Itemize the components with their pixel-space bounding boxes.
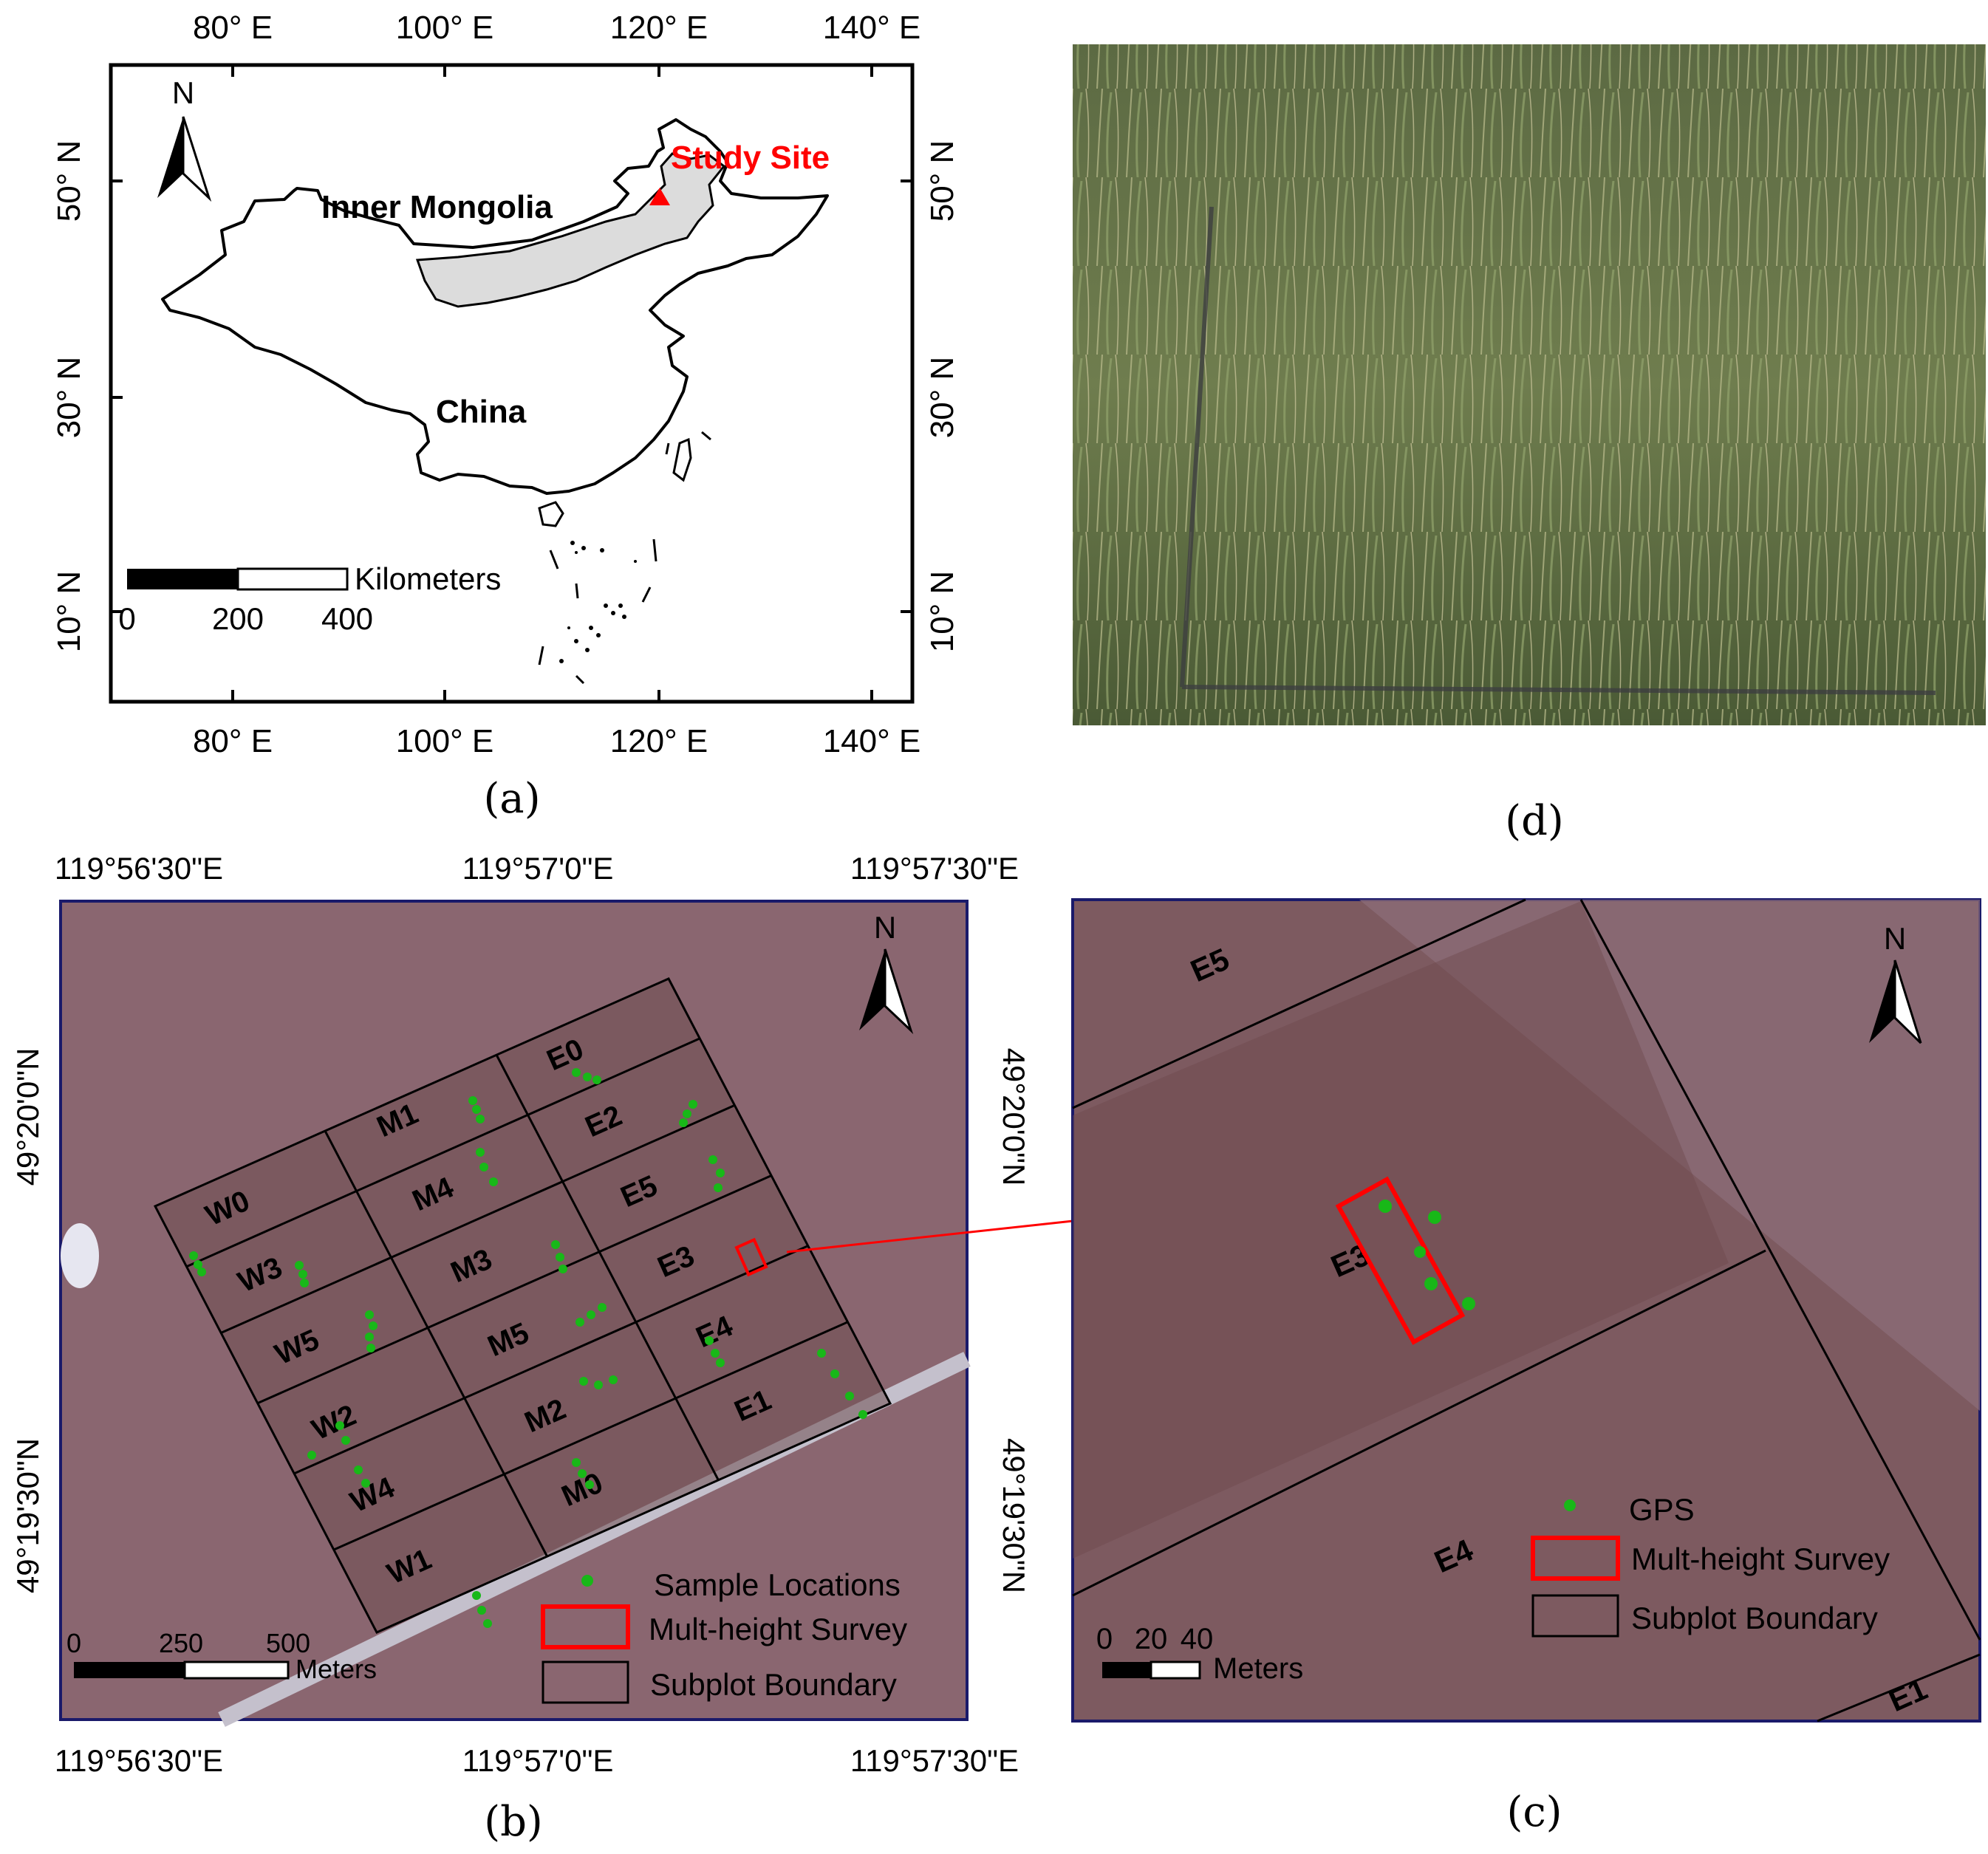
b-lon-top-1: 119°56'30"E (55, 851, 223, 886)
scale-tick-400: 400 (321, 601, 373, 636)
hainan-island (538, 501, 564, 527)
b-lon-top-2: 119°57'0"E (462, 851, 614, 886)
bright-feature (61, 1223, 99, 1288)
b-lat-left-2: 49°19'30"N (10, 1438, 45, 1593)
panel-b-caption: (b) (484, 1798, 543, 1846)
north-arrow-icon (859, 948, 914, 1035)
b-lon-bottom-1: 119°56'30"E (55, 1743, 223, 1778)
nine-dash-line (538, 431, 711, 685)
gps-points (1379, 1200, 1475, 1310)
scale-bar (127, 567, 349, 591)
north-label: N (172, 75, 194, 110)
subplot-boundaries (1072, 898, 1981, 1723)
b-lon-bottom-2: 119°57'0"E (462, 1743, 614, 1778)
lat-label-left-10: 10° N (51, 571, 87, 653)
c-legend-boundary: Subplot Boundary (1631, 1601, 1878, 1635)
sample-points (189, 1068, 867, 1628)
panel-c-caption: (c) (1506, 1788, 1562, 1836)
lon-label-top-140: 140° E (823, 10, 921, 46)
c-legend-gps: GPS (1629, 1492, 1695, 1527)
panel-c-map: E5 E3 E4 E1 N GPS Mult-height Survey Sub… (1071, 898, 1981, 1836)
south-sea-islands (559, 541, 637, 663)
lon-label-top-100: 100° E (396, 10, 494, 46)
lon-label-bottom-140: 140° E (823, 723, 921, 759)
inner-mongolia-region (415, 152, 726, 308)
taiwan-island (672, 437, 692, 482)
b-lat-left-1: 49°20'0"N (10, 1048, 45, 1186)
c-legend-gps-symbol (1564, 1499, 1576, 1511)
china-label: China (436, 394, 527, 430)
b-scale-tick-250: 250 (159, 1628, 203, 1658)
b-legend-samples: Sample Locations (654, 1567, 901, 1602)
north-arrow-icon (157, 116, 212, 202)
c-scale-unit: Meters (1213, 1652, 1303, 1685)
b-legend-boundary: Subplot Boundary (650, 1667, 897, 1702)
lat-label-right-30: 30° N (924, 357, 960, 439)
c-scale-bar (1102, 1660, 1201, 1680)
lat-label-right-50: 50° N (924, 140, 960, 222)
legend-survey-symbol (541, 1604, 630, 1649)
study-site-marker (649, 188, 670, 205)
b-legend-survey: Mult-height Survey (649, 1612, 907, 1646)
c-scale-tick-0: 0 (1096, 1623, 1113, 1655)
lon-label-bottom-80: 80° E (193, 723, 273, 759)
north-arrow-icon (1869, 960, 1922, 1044)
study-site-label: Study Site (671, 140, 830, 176)
survey-box-c (1335, 1176, 1466, 1345)
panel-b-map: 119°56'30"E 119°57'0"E 119°57'30"E W0 W3… (10, 851, 1031, 1846)
b-scale-tick-500: 500 (266, 1628, 310, 1658)
scale-unit: Kilometers (355, 561, 501, 596)
c-north-label: N (1884, 921, 1906, 956)
lat-label-right-10: 10° N (924, 571, 960, 653)
quadrat-frame (1180, 206, 1936, 695)
plot-grid (153, 977, 892, 1634)
b-north-label: N (874, 910, 896, 945)
b-lon-bottom-3: 119°57'30"E (850, 1743, 1019, 1778)
frame-ticks (111, 65, 912, 702)
legend-boundary-symbol (542, 1660, 629, 1704)
panel-d-caption: (d) (1505, 797, 1564, 845)
lat-label-left-30: 30° N (51, 357, 87, 439)
b-scale-bar (74, 1660, 290, 1680)
b-scale-unit: Meters (296, 1654, 377, 1684)
b-lon-top-3: 119°57'30"E (850, 851, 1019, 886)
c-legend-boundary-symbol (1531, 1594, 1619, 1638)
c-legend-survey-symbol (1531, 1536, 1620, 1581)
panel-d-photo: (d) (1073, 44, 1986, 845)
scale-tick-200: 200 (212, 601, 264, 636)
panel-a-caption: (a) (483, 775, 540, 823)
legend-point-symbol (581, 1575, 593, 1587)
survey-box-b (734, 1237, 768, 1277)
inner-mongolia-label: Inner Mongolia (321, 189, 553, 225)
b-lat-right-2: 49°19'30"N (997, 1438, 1031, 1593)
lon-label-top-120: 120° E (610, 10, 708, 46)
b-lat-right-1: 49°20'0"N (997, 1048, 1031, 1186)
scale-tick-0: 0 (118, 601, 135, 636)
lat-label-left-50: 50° N (51, 140, 87, 222)
c-scale-tick-40: 40 (1181, 1623, 1214, 1655)
panel-a-map: 80° E 100° E 120° E 140° E 50° N 30° N 1… (51, 10, 960, 823)
c-legend-survey: Mult-height Survey (1631, 1542, 1890, 1576)
lon-label-top-80: 80° E (193, 10, 273, 46)
c-scale-tick-20: 20 (1135, 1623, 1168, 1655)
lon-label-bottom-120: 120° E (610, 723, 708, 759)
lon-label-bottom-100: 100° E (396, 723, 494, 759)
b-scale-tick-0: 0 (66, 1628, 81, 1658)
